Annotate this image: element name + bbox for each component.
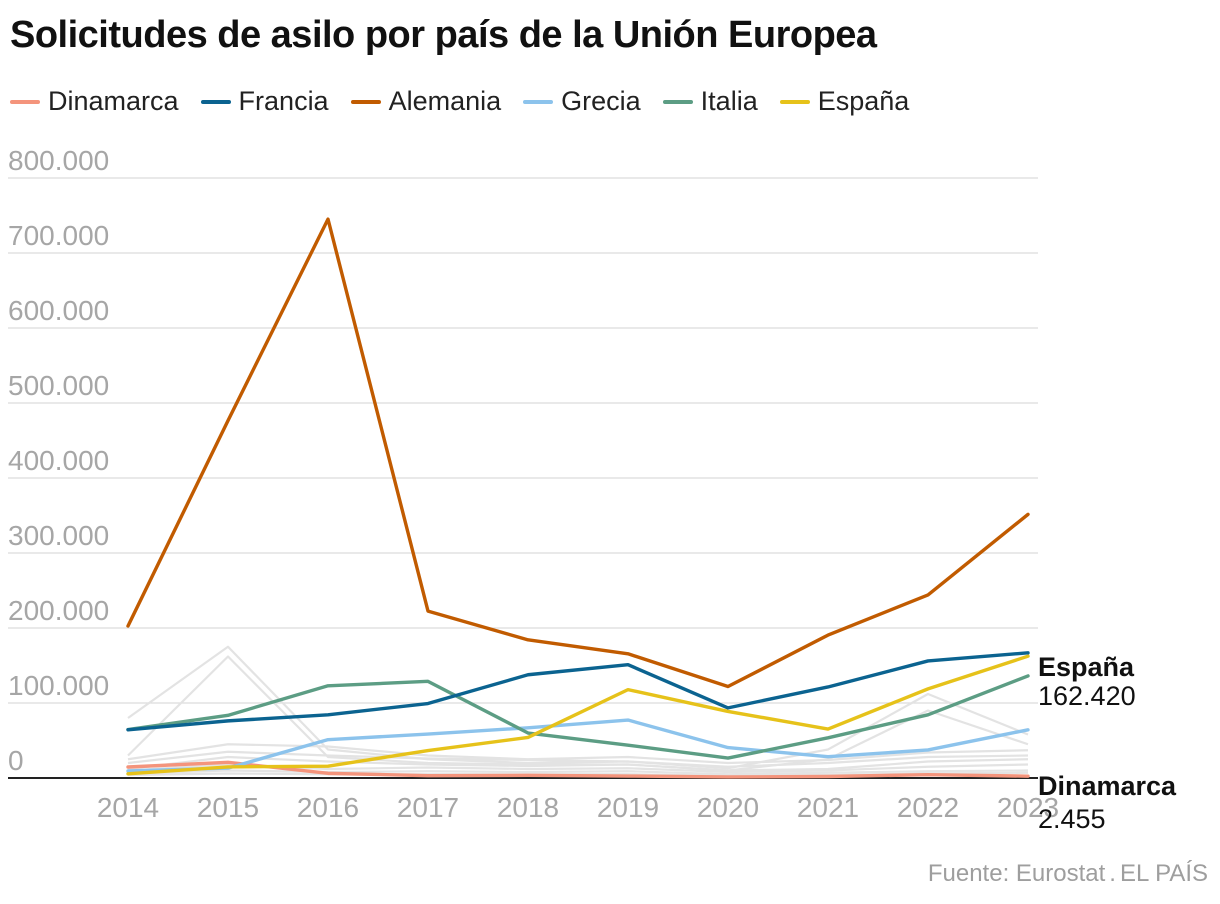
annotation-value-espana: 162.420 — [1038, 681, 1136, 711]
legend-label: Alemania — [388, 86, 502, 116]
y-tick-label: 100.000 — [8, 670, 109, 701]
background-series-line — [127, 743, 1029, 765]
y-tick-label: 700.000 — [8, 220, 109, 251]
source-label: Fuente: Eurostat — [927, 860, 1106, 887]
x-tick-label: 2020 — [697, 792, 759, 823]
source-note: Fuente: Eurostat. EL PAÍS — [928, 860, 1208, 888]
chart-title: Solicitudes de asilo por país de la Unió… — [10, 14, 877, 56]
legend-swatch — [779, 99, 810, 104]
legend-item-francia: Francia — [200, 86, 329, 117]
y-tick-label: 300.000 — [8, 520, 109, 551]
y-tick-label: 400.000 — [8, 445, 109, 476]
legend-swatch — [662, 99, 693, 104]
annotation-value-dinamarca: 2.455 — [1038, 804, 1106, 834]
legend-swatch — [200, 99, 231, 104]
legend-item-dinamarca: Dinamarca — [10, 86, 179, 117]
annotation-label-espana: España — [1038, 652, 1135, 682]
legend-swatch — [523, 99, 554, 104]
y-tick-label: 500.000 — [8, 370, 109, 401]
x-tick-label: 2015 — [197, 792, 259, 823]
legend-swatch — [350, 99, 381, 104]
x-tick-label: 2016 — [297, 792, 359, 823]
x-tick-label: 2019 — [597, 792, 659, 823]
source-separator: . — [1109, 860, 1116, 887]
legend-label: Dinamarca — [48, 86, 179, 116]
y-tick-label: 200.000 — [8, 595, 109, 626]
legend-label: Francia — [238, 86, 329, 116]
chart-legend: Dinamarca Francia Alemania Grecia Italia Espa… — [10, 86, 931, 117]
source-publisher: EL PAÍS — [1119, 860, 1208, 887]
series-line-espana — [126, 654, 1030, 776]
series-line-francia — [126, 651, 1030, 732]
legend-label: Grecia — [561, 86, 641, 116]
legend-swatch — [10, 99, 40, 104]
x-tick-label: 2017 — [397, 792, 459, 823]
x-tick-label: 2022 — [897, 792, 959, 823]
series-line-grecia — [126, 718, 1030, 773]
background-series-line — [127, 769, 1029, 776]
x-tick-label: 2018 — [497, 792, 559, 823]
x-tick-label: 2014 — [97, 792, 159, 823]
annotation-label-dinamarca: Dinamarca — [1038, 771, 1177, 801]
background-series-line — [127, 645, 1029, 770]
series-line-alemania — [126, 217, 1030, 689]
legend-item-italia: Italia — [662, 86, 758, 117]
x-tick-label: 2021 — [797, 792, 859, 823]
legend-item-grecia: Grecia — [523, 86, 641, 117]
y-tick-label: 600.000 — [8, 295, 109, 326]
background-series-line — [127, 755, 1029, 772]
y-tick-label: 800.000 — [8, 145, 109, 176]
legend-label: Italia — [700, 86, 758, 116]
x-tick-label: 2023 — [997, 792, 1059, 823]
legend-item-espana: España — [779, 86, 910, 117]
series-line-italia — [126, 674, 1030, 760]
legend-label: España — [817, 86, 910, 116]
y-tick-label: 0 — [8, 745, 24, 776]
legend-item-alemania: Alemania — [350, 86, 502, 117]
